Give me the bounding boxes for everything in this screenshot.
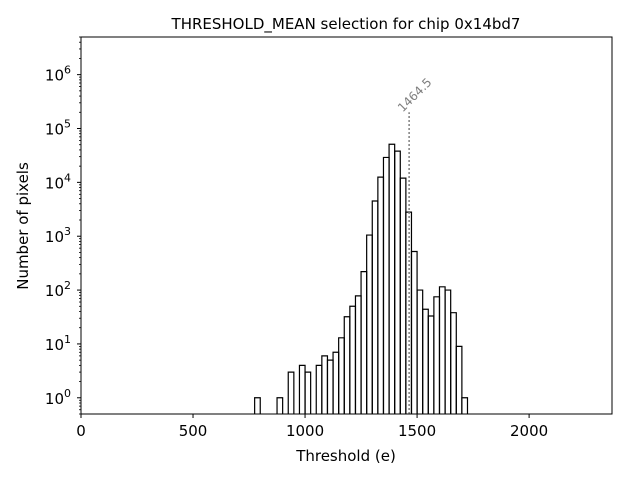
histogram-bin [343, 316, 351, 414]
histogram-bin [349, 305, 357, 414]
x-tick-label: 0 [76, 422, 86, 440]
y-axis-label: Number of pixels [14, 162, 32, 290]
x-tick-label: 1500 [398, 422, 436, 440]
histogram-bin [410, 250, 418, 414]
y-tick-label: 105 [45, 118, 71, 139]
histogram-bin [332, 351, 340, 414]
histogram-bin [450, 312, 457, 414]
histogram-bin [455, 345, 463, 414]
y-tick-label: 102 [45, 279, 71, 300]
threshold-mean-annotation: 1464.5 [395, 75, 435, 115]
plot-area: 1464.5 [80, 36, 613, 415]
histogram-bin [326, 359, 334, 414]
histogram-bin [276, 397, 284, 414]
histogram-bin [366, 234, 373, 414]
histogram-bin [298, 364, 306, 414]
chart-title: THRESHOLD_MEAN selection for chip 0x14bd… [171, 15, 521, 34]
y-axis: 100 101 102 103 104 105 106 [45, 36, 81, 415]
histogram-bin [304, 371, 312, 414]
x-axis-label: Threshold (e) [295, 447, 396, 465]
x-tick-label: 2000 [510, 422, 548, 440]
histogram-bin [388, 143, 396, 414]
histogram-bin [338, 337, 345, 414]
y-tick-label: 101 [45, 333, 71, 354]
histogram-bin [433, 296, 441, 414]
histogram-bin [427, 315, 435, 414]
x-tick-label: 500 [179, 422, 208, 440]
histogram-bin [254, 397, 261, 414]
histogram-bin [287, 371, 295, 414]
histogram-bin [438, 286, 446, 414]
histogram-bin [461, 397, 469, 414]
histogram-bin [394, 150, 401, 414]
histogram-bin [354, 295, 362, 414]
y-tick-label: 106 [45, 64, 71, 85]
x-axis: 0 500 1000 1500 2000 [76, 414, 548, 440]
histogram-bin [377, 176, 385, 414]
histogram-bin [360, 271, 368, 414]
histogram-bin [444, 289, 452, 414]
histogram-bin [315, 364, 323, 414]
y-tick-label: 104 [45, 171, 71, 192]
histogram-bin [321, 355, 329, 414]
y-tick-label: 103 [45, 225, 71, 246]
histogram-bin [399, 177, 407, 414]
x-tick-label: 1000 [286, 422, 324, 440]
histogram-bin [371, 200, 379, 414]
histogram-bin [416, 289, 424, 414]
histogram-bin [422, 308, 429, 414]
y-tick-label: 100 [45, 387, 71, 408]
plot-frame [80, 36, 613, 415]
histogram-bin [382, 156, 390, 414]
